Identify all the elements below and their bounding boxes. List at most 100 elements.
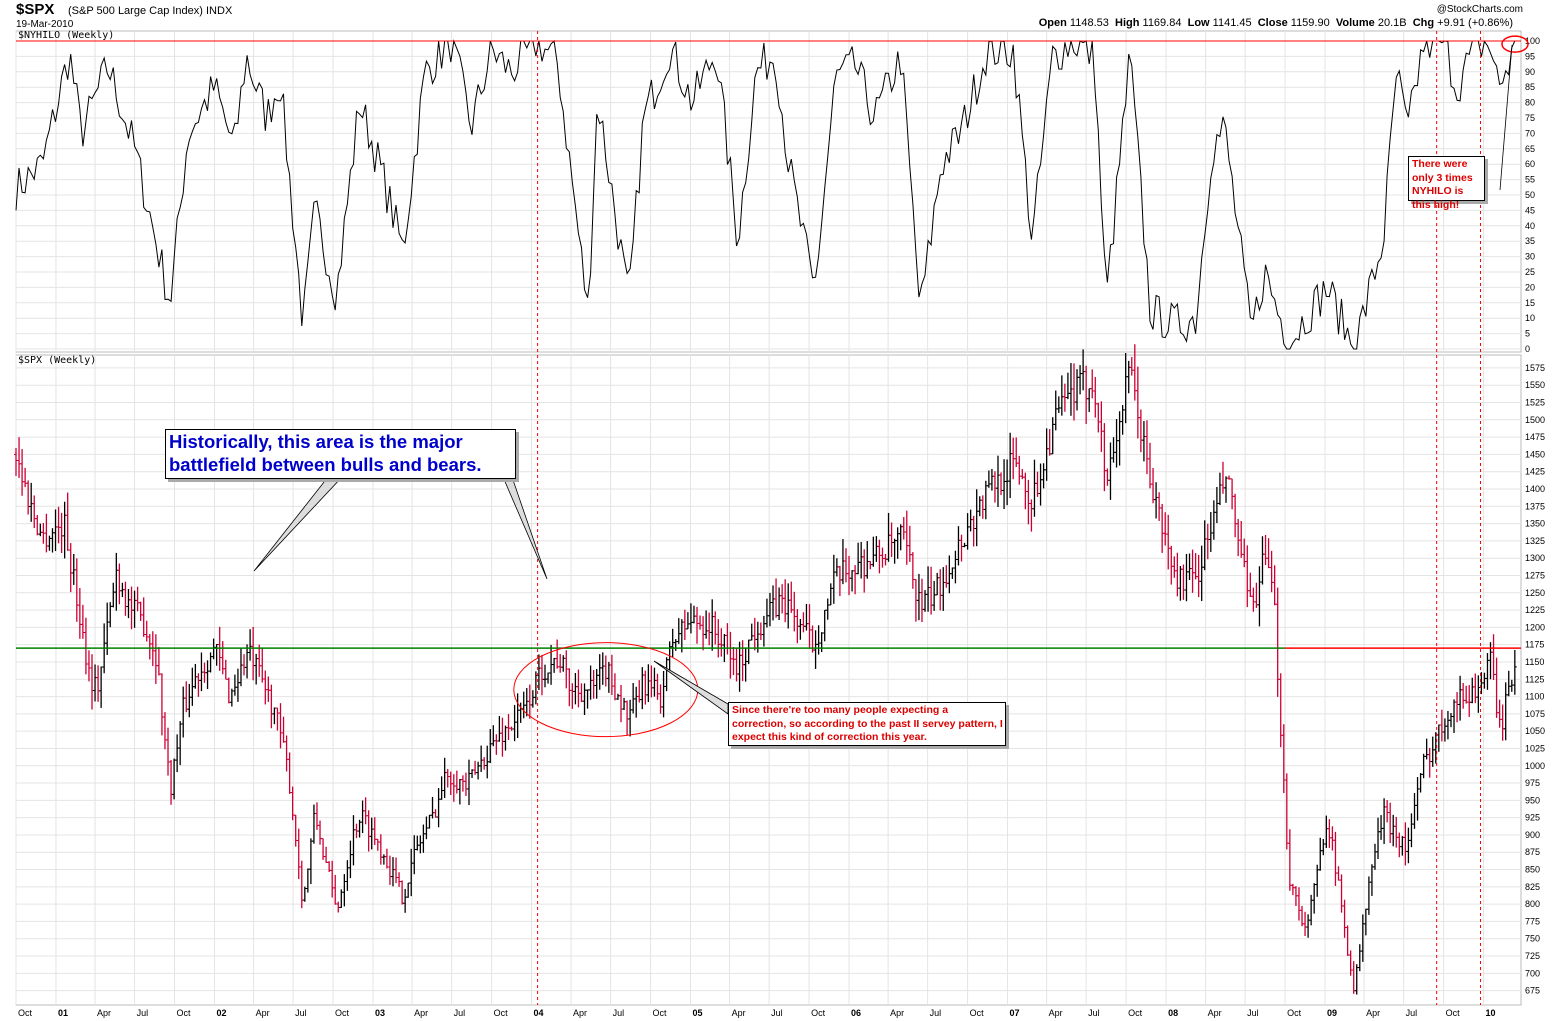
top-y-tick-label: 90: [1525, 67, 1535, 77]
top-y-tick-label: 30: [1525, 252, 1535, 262]
bottom-y-tick-label: 1475: [1525, 432, 1545, 442]
bottom-y-tick-label: 950: [1525, 795, 1540, 805]
x-tick-label: Apr: [1208, 1008, 1222, 1018]
x-tick-label: 08: [1168, 1008, 1178, 1018]
top-y-tick-label: 40: [1525, 221, 1535, 231]
bottom-y-tick-label: 1200: [1525, 622, 1545, 632]
bottom-panel-title: $SPX (Weekly): [18, 355, 97, 366]
x-tick-label: Jul: [137, 1008, 149, 1018]
x-tick-label: Oct: [335, 1008, 350, 1018]
x-tick-label: Oct: [1128, 1008, 1143, 1018]
bottom-y-tick-label: 1300: [1525, 553, 1545, 563]
bottom-y-tick-label: 1275: [1525, 570, 1545, 580]
x-tick-label: 05: [692, 1008, 702, 1018]
top-y-tick-label: 35: [1525, 236, 1535, 246]
bottom-y-tick-label: 875: [1525, 847, 1540, 857]
x-tick-label: Oct: [1287, 1008, 1302, 1018]
bottom-y-tick-label: 1575: [1525, 363, 1545, 373]
bottom-y-tick-label: 800: [1525, 899, 1540, 909]
bottom-y-tick-label: 1450: [1525, 449, 1545, 459]
x-tick-label: Jul: [930, 1008, 942, 1018]
nyhilo-current-ellipse: [1501, 35, 1529, 53]
high-value: 1169.84: [1142, 17, 1182, 29]
x-tick-label: Jul: [1088, 1008, 1100, 1018]
x-tick-label: Apr: [732, 1008, 746, 1018]
high-label: High: [1115, 17, 1140, 29]
x-tick-label: Jul: [771, 1008, 783, 1018]
symbol-name: (S&P 500 Large Cap Index) INDX: [68, 5, 233, 17]
top-y-tick-label: 95: [1525, 51, 1535, 61]
bottom-y-tick-label: 900: [1525, 830, 1540, 840]
x-tick-label: 01: [58, 1008, 68, 1018]
bottom-y-tick-label: 1375: [1525, 501, 1545, 511]
battlefield-annotation: Historically, this area is the major bat…: [165, 429, 516, 479]
top-y-tick-label: 70: [1525, 128, 1535, 138]
bottom-y-tick-label: 975: [1525, 778, 1540, 788]
top-y-tick-label: 100: [1525, 36, 1540, 46]
x-tick-label: Oct: [177, 1008, 192, 1018]
bottom-y-tick-label: 1175: [1525, 640, 1544, 650]
x-tick-label: Apr: [256, 1008, 270, 1018]
bottom-y-tick-label: 700: [1525, 968, 1540, 978]
x-tick-label: Jul: [295, 1008, 307, 1018]
bottom-y-tick-label: 750: [1525, 934, 1540, 944]
top-y-tick-label: 5: [1525, 329, 1530, 339]
bottom-y-tick-label: 775: [1525, 916, 1540, 926]
top-y-tick-label: 20: [1525, 282, 1535, 292]
top-panel-frame: [15, 30, 1522, 353]
x-tick-label: 09: [1327, 1008, 1337, 1018]
top-y-tick-label: 25: [1525, 267, 1535, 277]
bottom-y-tick-label: 1550: [1525, 380, 1545, 390]
bottom-y-tick-label: 1075: [1525, 709, 1545, 719]
x-tick-label: Jul: [613, 1008, 625, 1018]
correction-annotation: Since there're too many people expecting…: [728, 702, 1006, 746]
chg-value: +9.91 (+0.86%): [1437, 17, 1513, 29]
bottom-y-tick-label: 1050: [1525, 726, 1545, 736]
x-tick-label: 06: [851, 1008, 861, 1018]
x-tick-label: Jul: [1247, 1008, 1259, 1018]
bottom-y-tick-label: 850: [1525, 865, 1540, 875]
top-y-tick-label: 15: [1525, 298, 1535, 308]
top-y-tick-label: 55: [1525, 175, 1535, 185]
ohlc-readout: Open 1148.53 High 1169.84 Low 1141.45 Cl…: [1039, 17, 1513, 29]
bottom-y-tick-label: 1225: [1525, 605, 1545, 615]
x-tick-label: Oct: [1446, 1008, 1461, 1018]
x-tick-label: Oct: [653, 1008, 668, 1018]
low-label: Low: [1187, 17, 1210, 29]
x-tick-label: Oct: [811, 1008, 826, 1018]
bottom-y-tick-label: 1100: [1525, 692, 1544, 702]
x-tick-label: Apr: [1366, 1008, 1380, 1018]
symbol-title: $SPX: [16, 1, 55, 18]
nyhilo-high-annotation: There were only 3 times NYHILO is this h…: [1408, 156, 1485, 211]
close-value: 1159.90: [1290, 17, 1330, 29]
x-tick-label: Jul: [1406, 1008, 1418, 1018]
top-y-tick-label: 85: [1525, 82, 1535, 92]
x-tick-label: 02: [216, 1008, 226, 1018]
bottom-y-tick-label: 725: [1525, 951, 1540, 961]
top-y-tick-label: 50: [1525, 190, 1535, 200]
bottom-y-tick-label: 1425: [1525, 467, 1545, 477]
volume-value: 20.1B: [1377, 17, 1407, 29]
top-panel-title: $NYHILO (Weekly): [18, 30, 115, 41]
x-tick-label: 04: [534, 1008, 544, 1018]
bottom-y-tick-label: 1525: [1525, 398, 1545, 408]
top-y-tick-label: 80: [1525, 98, 1535, 108]
top-y-tick-label: 65: [1525, 144, 1535, 154]
bottom-y-tick-label: 1000: [1525, 761, 1545, 771]
x-tick-label: Apr: [573, 1008, 587, 1018]
x-tick-label: Oct: [970, 1008, 985, 1018]
bottom-y-tick-label: 1500: [1525, 415, 1545, 425]
x-tick-label: Oct: [494, 1008, 509, 1018]
x-tick-label: 03: [375, 1008, 385, 1018]
x-tick-label: Jul: [454, 1008, 466, 1018]
open-value: 1148.53: [1069, 17, 1109, 29]
top-y-tick-label: 10: [1525, 313, 1535, 323]
open-label: Open: [1038, 17, 1067, 29]
bottom-y-tick-label: 1025: [1525, 743, 1545, 753]
chart-date: 19-Mar-2010: [16, 19, 74, 30]
nyhilo-high-pointer: [1499, 44, 1513, 191]
volume-label: Volume: [1335, 17, 1375, 29]
bottom-y-tick-label: 1350: [1525, 519, 1545, 529]
source-credit: @StockCharts.com: [1436, 4, 1523, 15]
